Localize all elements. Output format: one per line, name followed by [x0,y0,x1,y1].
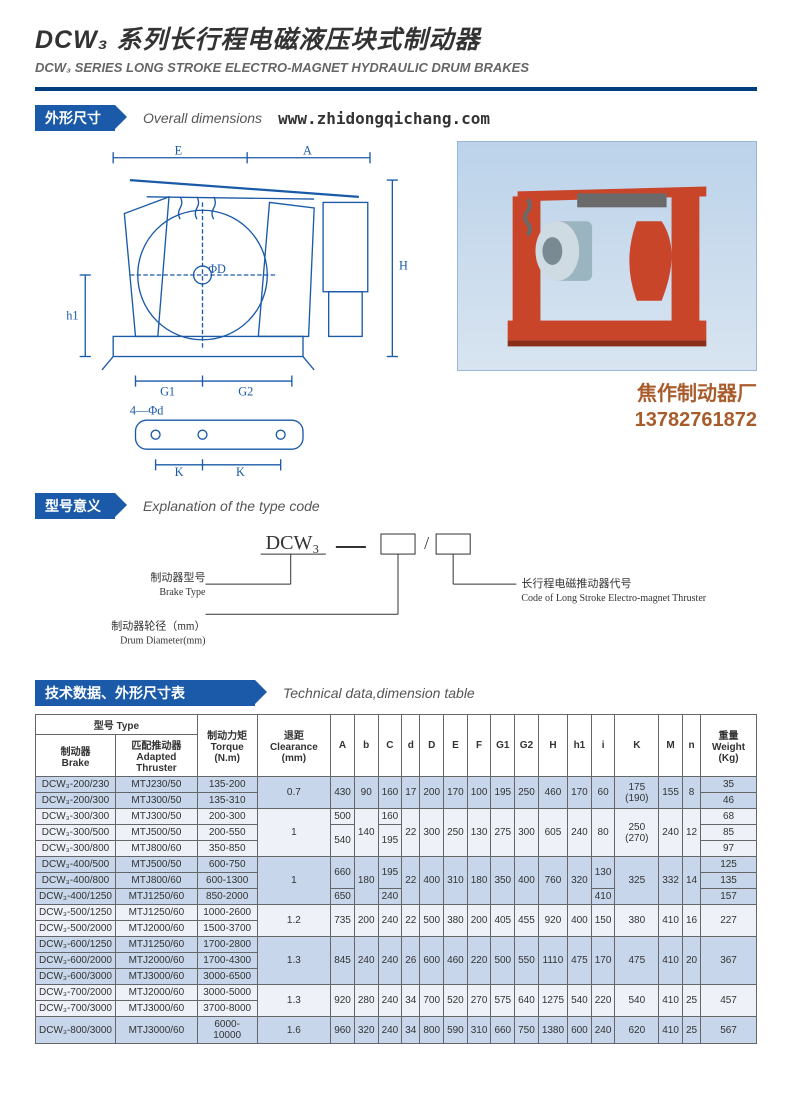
section1-head: 外形尺寸 Overall dimensions www.zhidongqicha… [35,105,757,131]
drawing-svg: E A H h1 G1 G2 ΦD 4—Φd K K [35,141,437,476]
label-h1: h1 [66,309,78,323]
table-row: DCW₃-500/1250MTJ1250/601000-26001.273520… [36,905,757,921]
section2-tab: 型号意义 [35,493,115,519]
section3-head: 技术数据、外形尺寸表 Technical data,dimension tabl… [35,680,757,706]
title-en: DCW₃ SERIES LONG STROKE ELECTRO-MAGNET H… [35,60,757,75]
table-row: DCW₃-300/300MTJ300/50200-300150014016022… [36,809,757,825]
label-G2: G2 [238,385,253,399]
table-row: DCW₃-800/3000MTJ3000/606000-100001.69603… [36,1017,757,1044]
section3-tab: 技术数据、外形尺寸表 [35,680,255,706]
dimensions-row: E A H h1 G1 G2 ΦD 4—Φd K K [35,141,757,479]
section2-head: 型号意义 Explanation of the type code [35,493,757,519]
block3-cn: 长行程电磁推动器代号 [521,576,631,590]
label-G1: G1 [160,385,175,399]
title-divider [35,87,757,91]
block1-cn: 制动器型号 [150,570,205,584]
label-4phid: 4—Φd [130,404,164,418]
section1-tab: 外形尺寸 [35,105,115,131]
label-E: E [175,143,183,157]
section1-sub: Overall dimensions [143,110,262,126]
data-table: 型号 Type 制动力矩Torque (N.m) 退距Clearance (mm… [35,714,757,1044]
block2-en: Drum Diameter(mm) [120,635,205,646]
label-H: H [399,258,408,272]
block1-en: Brake Type [159,587,206,598]
label-A: A [303,143,312,157]
label-phiD: ΦD [208,262,226,276]
svg-text:/: / [424,533,430,553]
code-main: DCW₃ [266,532,320,554]
section3-sub: Technical data,dimension table [283,685,475,701]
product-photo [457,141,757,371]
label-K2: K [236,465,245,476]
product-photo-block: 焦作制动器厂 13782761872 [457,141,757,433]
table-row: DCW₃-600/1250MTJ1250/601700-28001.384524… [36,937,757,953]
dimensions-drawing: E A H h1 G1 G2 ΦD 4—Φd K K [35,141,437,479]
table-row: DCW₃-700/2000MTJ2000/603000-50001.392028… [36,985,757,1001]
table-row: DCW₃-200/230MTJ230/50135-2000.7430901601… [36,777,757,793]
table-body: DCW₃-200/230MTJ230/50135-2000.7430901601… [36,777,757,1044]
website-url: www.zhidongqichang.com [278,109,490,128]
factory-phone: 13782761872 [457,407,757,433]
table-head: 型号 Type 制动力矩Torque (N.m) 退距Clearance (mm… [36,715,757,777]
title-cn: DCW₃ 系列长行程电磁液压块式制动器 [35,20,757,56]
photo-caption: 焦作制动器厂 13782761872 [457,381,757,433]
typecode-svg: DCW₃ / 制动器型号 Brake Type 制动器轮径（mm） Drum D… [35,529,757,659]
block3-en: Code of Long Stroke Electro-magnet Thrus… [521,593,706,604]
table-row: DCW₃-400/500MTJ500/50600-750166018019522… [36,857,757,873]
block2-cn: 制动器轮径（mm） [111,618,205,632]
factory-name: 焦作制动器厂 [457,381,757,407]
section2-sub: Explanation of the type code [143,498,320,514]
label-K1: K [175,465,184,476]
